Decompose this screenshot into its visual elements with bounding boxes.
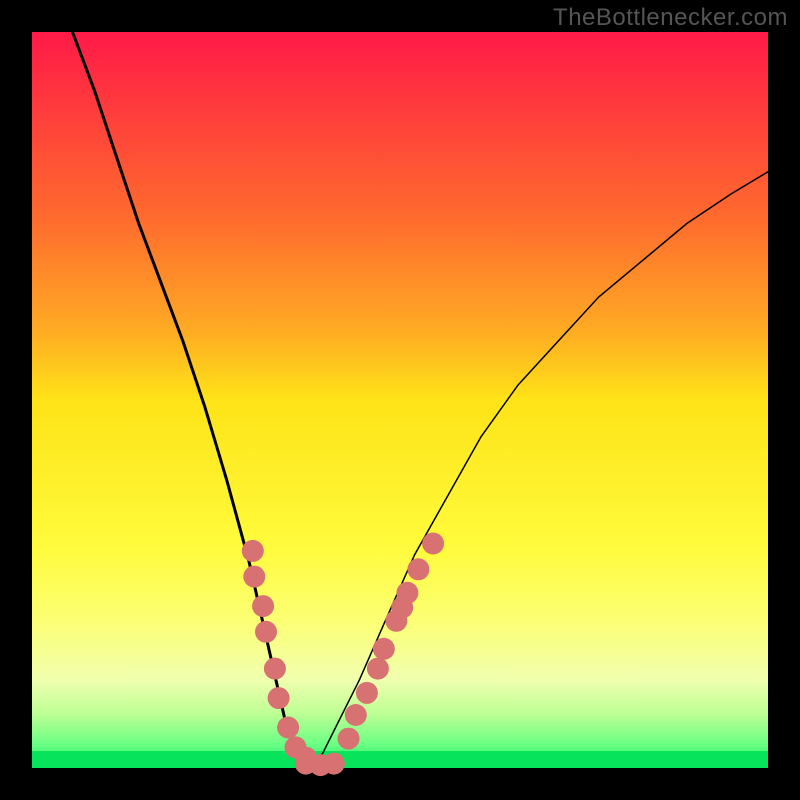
scatter-dot — [338, 728, 360, 750]
scatter-dot — [373, 638, 395, 660]
watermark-text: TheBottlenecker.com — [553, 4, 788, 32]
scatter-dot — [422, 533, 444, 555]
scatter-dot — [242, 540, 264, 562]
scatter-dot — [396, 582, 418, 604]
scatter-dot — [252, 595, 274, 617]
green-floor-band — [32, 751, 768, 768]
chart-frame: TheBottlenecker.com — [0, 0, 800, 800]
scatter-dot — [345, 704, 367, 726]
scatter-dot — [356, 682, 378, 704]
scatter-dot — [255, 621, 277, 643]
scatter-dot — [323, 753, 345, 775]
scatter-dot — [243, 566, 265, 588]
scatter-dot — [268, 687, 290, 709]
scatter-dot — [264, 658, 286, 680]
gradient-background — [32, 32, 768, 768]
scatter-dot — [407, 558, 429, 580]
bottleneck-curve-chart — [0, 0, 800, 800]
scatter-dot — [277, 717, 299, 739]
scatter-dot — [367, 658, 389, 680]
